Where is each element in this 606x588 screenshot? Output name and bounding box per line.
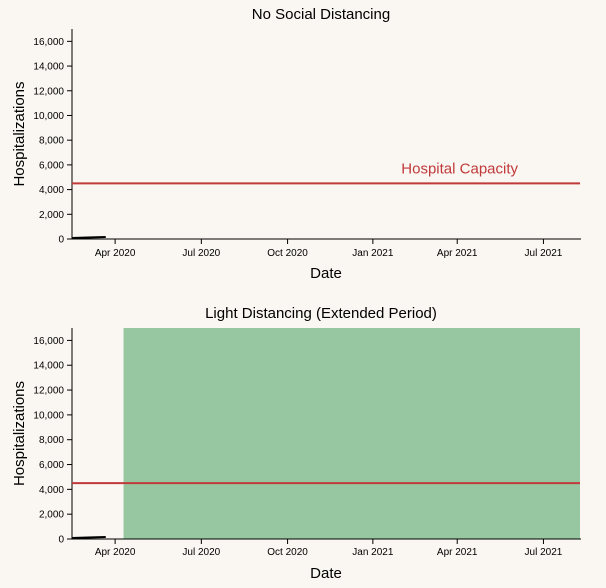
y-tick-label: 12,000: [33, 86, 64, 97]
x-tick-label: Apr 2020: [95, 248, 136, 259]
y-tick-label: 16,000: [33, 37, 64, 48]
y-tick-label: 2,000: [39, 510, 64, 521]
x-axis-label: Date: [310, 265, 342, 282]
y-tick-label: 2,000: [39, 210, 64, 221]
y-tick-label: 14,000: [33, 62, 64, 73]
y-tick-label: 0: [58, 535, 64, 546]
chart-title: No Social Distancing: [252, 6, 390, 23]
x-tick-label: Jul 2021: [525, 248, 563, 259]
x-tick-label: Oct 2020: [267, 248, 308, 259]
hospitalizations-line: [71, 536, 106, 539]
chart-title: Light Distancing (Extended Period): [205, 305, 437, 322]
y-tick-label: 8,000: [39, 435, 64, 446]
y-tick-label: 16,000: [33, 336, 64, 347]
x-tick-label: Jul 2021: [525, 547, 563, 558]
y-tick-label: 10,000: [33, 410, 64, 421]
y-tick-label: 12,000: [33, 386, 64, 397]
x-tick-label: Apr 2020: [95, 547, 136, 558]
y-tick-label: 10,000: [33, 111, 64, 122]
x-tick-label: Apr 2021: [437, 547, 478, 558]
y-tick-label: 4,000: [39, 185, 64, 196]
y-tick-label: 6,000: [39, 160, 64, 171]
x-tick-label: Jul 2020: [182, 547, 220, 558]
y-tick-label: 4,000: [39, 485, 64, 496]
x-tick-label: Oct 2020: [267, 547, 308, 558]
hospital-capacity-label: Hospital Capacity: [401, 160, 518, 177]
distancing-period-area: [123, 328, 581, 539]
y-tick-label: 6,000: [39, 460, 64, 471]
y-axis-label: Hospitalizations: [11, 81, 28, 186]
x-tick-label: Jan 2021: [352, 248, 394, 259]
chart-panel-2: Light Distancing (Extended Period) 0 2,000…: [11, 305, 581, 582]
y-tick-label: 8,000: [39, 136, 64, 147]
hospitalizations-line: [71, 236, 106, 239]
y-tick-label: 14,000: [33, 361, 64, 372]
chart-panel-1: No Social Distancing 0 2,000 4,000 6,000 8,00…: [11, 6, 581, 282]
x-tick-label: Apr 2021: [437, 248, 478, 259]
x-tick-label: Jan 2021: [352, 547, 394, 558]
x-tick-label: Jul 2020: [182, 248, 220, 259]
y-tick-label: 0: [58, 235, 64, 246]
y-axis-label: Hospitalizations: [11, 381, 28, 486]
x-axis-label: Date: [310, 565, 342, 582]
